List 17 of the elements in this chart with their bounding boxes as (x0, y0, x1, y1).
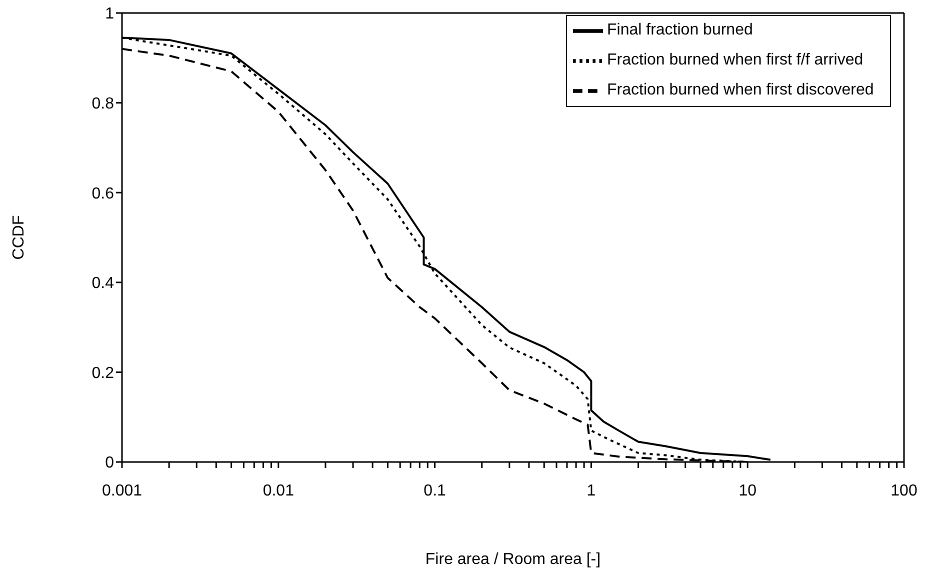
y-tick-label: 0.4 (92, 275, 114, 292)
x-tick-label: 100 (890, 482, 918, 500)
legend-label: Final fraction burned (607, 22, 753, 39)
x-tick-label: 0.1 (424, 482, 446, 500)
x-tick-label: 0.001 (102, 482, 142, 500)
x-tick-label: 1 (586, 482, 596, 500)
y-tick-label: 0.6 (92, 185, 114, 202)
y-tick-label: 0.8 (92, 95, 114, 112)
y-tick-label: 0.2 (92, 364, 114, 382)
x-tick-label: 10 (738, 482, 757, 500)
legend-label: Fraction burned when first discovered (607, 82, 874, 99)
y-axis-title: CCDF (10, 215, 28, 260)
x-tick-label: 0.01 (262, 482, 294, 500)
x-axis-title: Fire area / Room area [-] (425, 551, 601, 568)
legend-label: Fraction burned when first f/f arrived (607, 52, 864, 69)
y-tick-label: 0 (105, 454, 114, 472)
y-tick-label: 1 (105, 6, 114, 23)
